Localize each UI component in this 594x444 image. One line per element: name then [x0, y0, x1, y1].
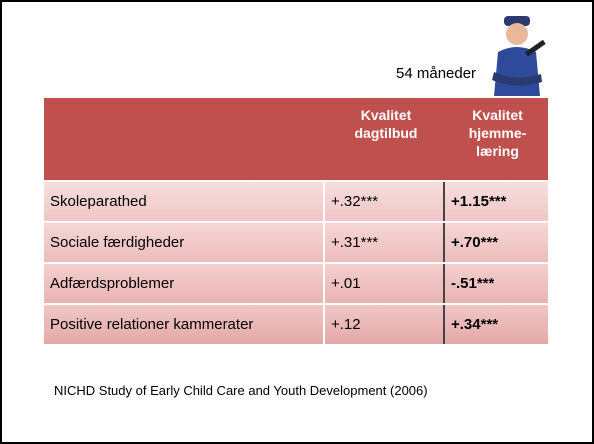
table-cell: -.51***	[451, 275, 495, 292]
age-label: 54 måneder	[396, 65, 477, 82]
table-cell: Adfærdsproblemer	[44, 264, 325, 303]
source-note: NICHD Study of Early Child Care and Yout…	[54, 383, 428, 398]
table-row: Sociale færdigheder +.31*** +.70***	[44, 221, 548, 262]
table-row: Positive relationer kammerater +.12 +.34**…	[44, 303, 548, 344]
table-cell: Positive relationer kammerater	[44, 305, 325, 344]
table-cell: +.12	[325, 305, 445, 344]
table-row: Skoleparathed +.32*** +1.15***	[44, 180, 548, 221]
table-cell: +.32***	[325, 182, 445, 221]
table-cell: +.01	[325, 264, 445, 303]
table-cell: +.70***	[451, 234, 499, 251]
column-header: Kvalitet hjemme-læring	[447, 106, 548, 160]
header-line: hjemme-	[468, 125, 527, 141]
header-line: Kvalitet	[472, 107, 523, 123]
table-row: Adfærdsproblemer +.01 -.51***	[44, 262, 548, 303]
column-header: Kvalitet dagtilbud	[327, 106, 445, 142]
table-cell: Skoleparathed	[44, 182, 325, 221]
table-cell: +1.15***	[451, 193, 507, 210]
table-cell: Sociale færdigheder	[44, 223, 325, 262]
table-cell: +.34***	[451, 316, 499, 333]
child-picture	[492, 16, 546, 96]
table-cell: +.31***	[325, 223, 445, 262]
header-line: dagtilbud	[354, 125, 418, 141]
header-row: Kvalitet dagtilbud Kvalitet hjemme-læring	[44, 98, 548, 180]
header-line: læring	[476, 143, 519, 159]
header-line: Kvalitet	[360, 107, 412, 123]
